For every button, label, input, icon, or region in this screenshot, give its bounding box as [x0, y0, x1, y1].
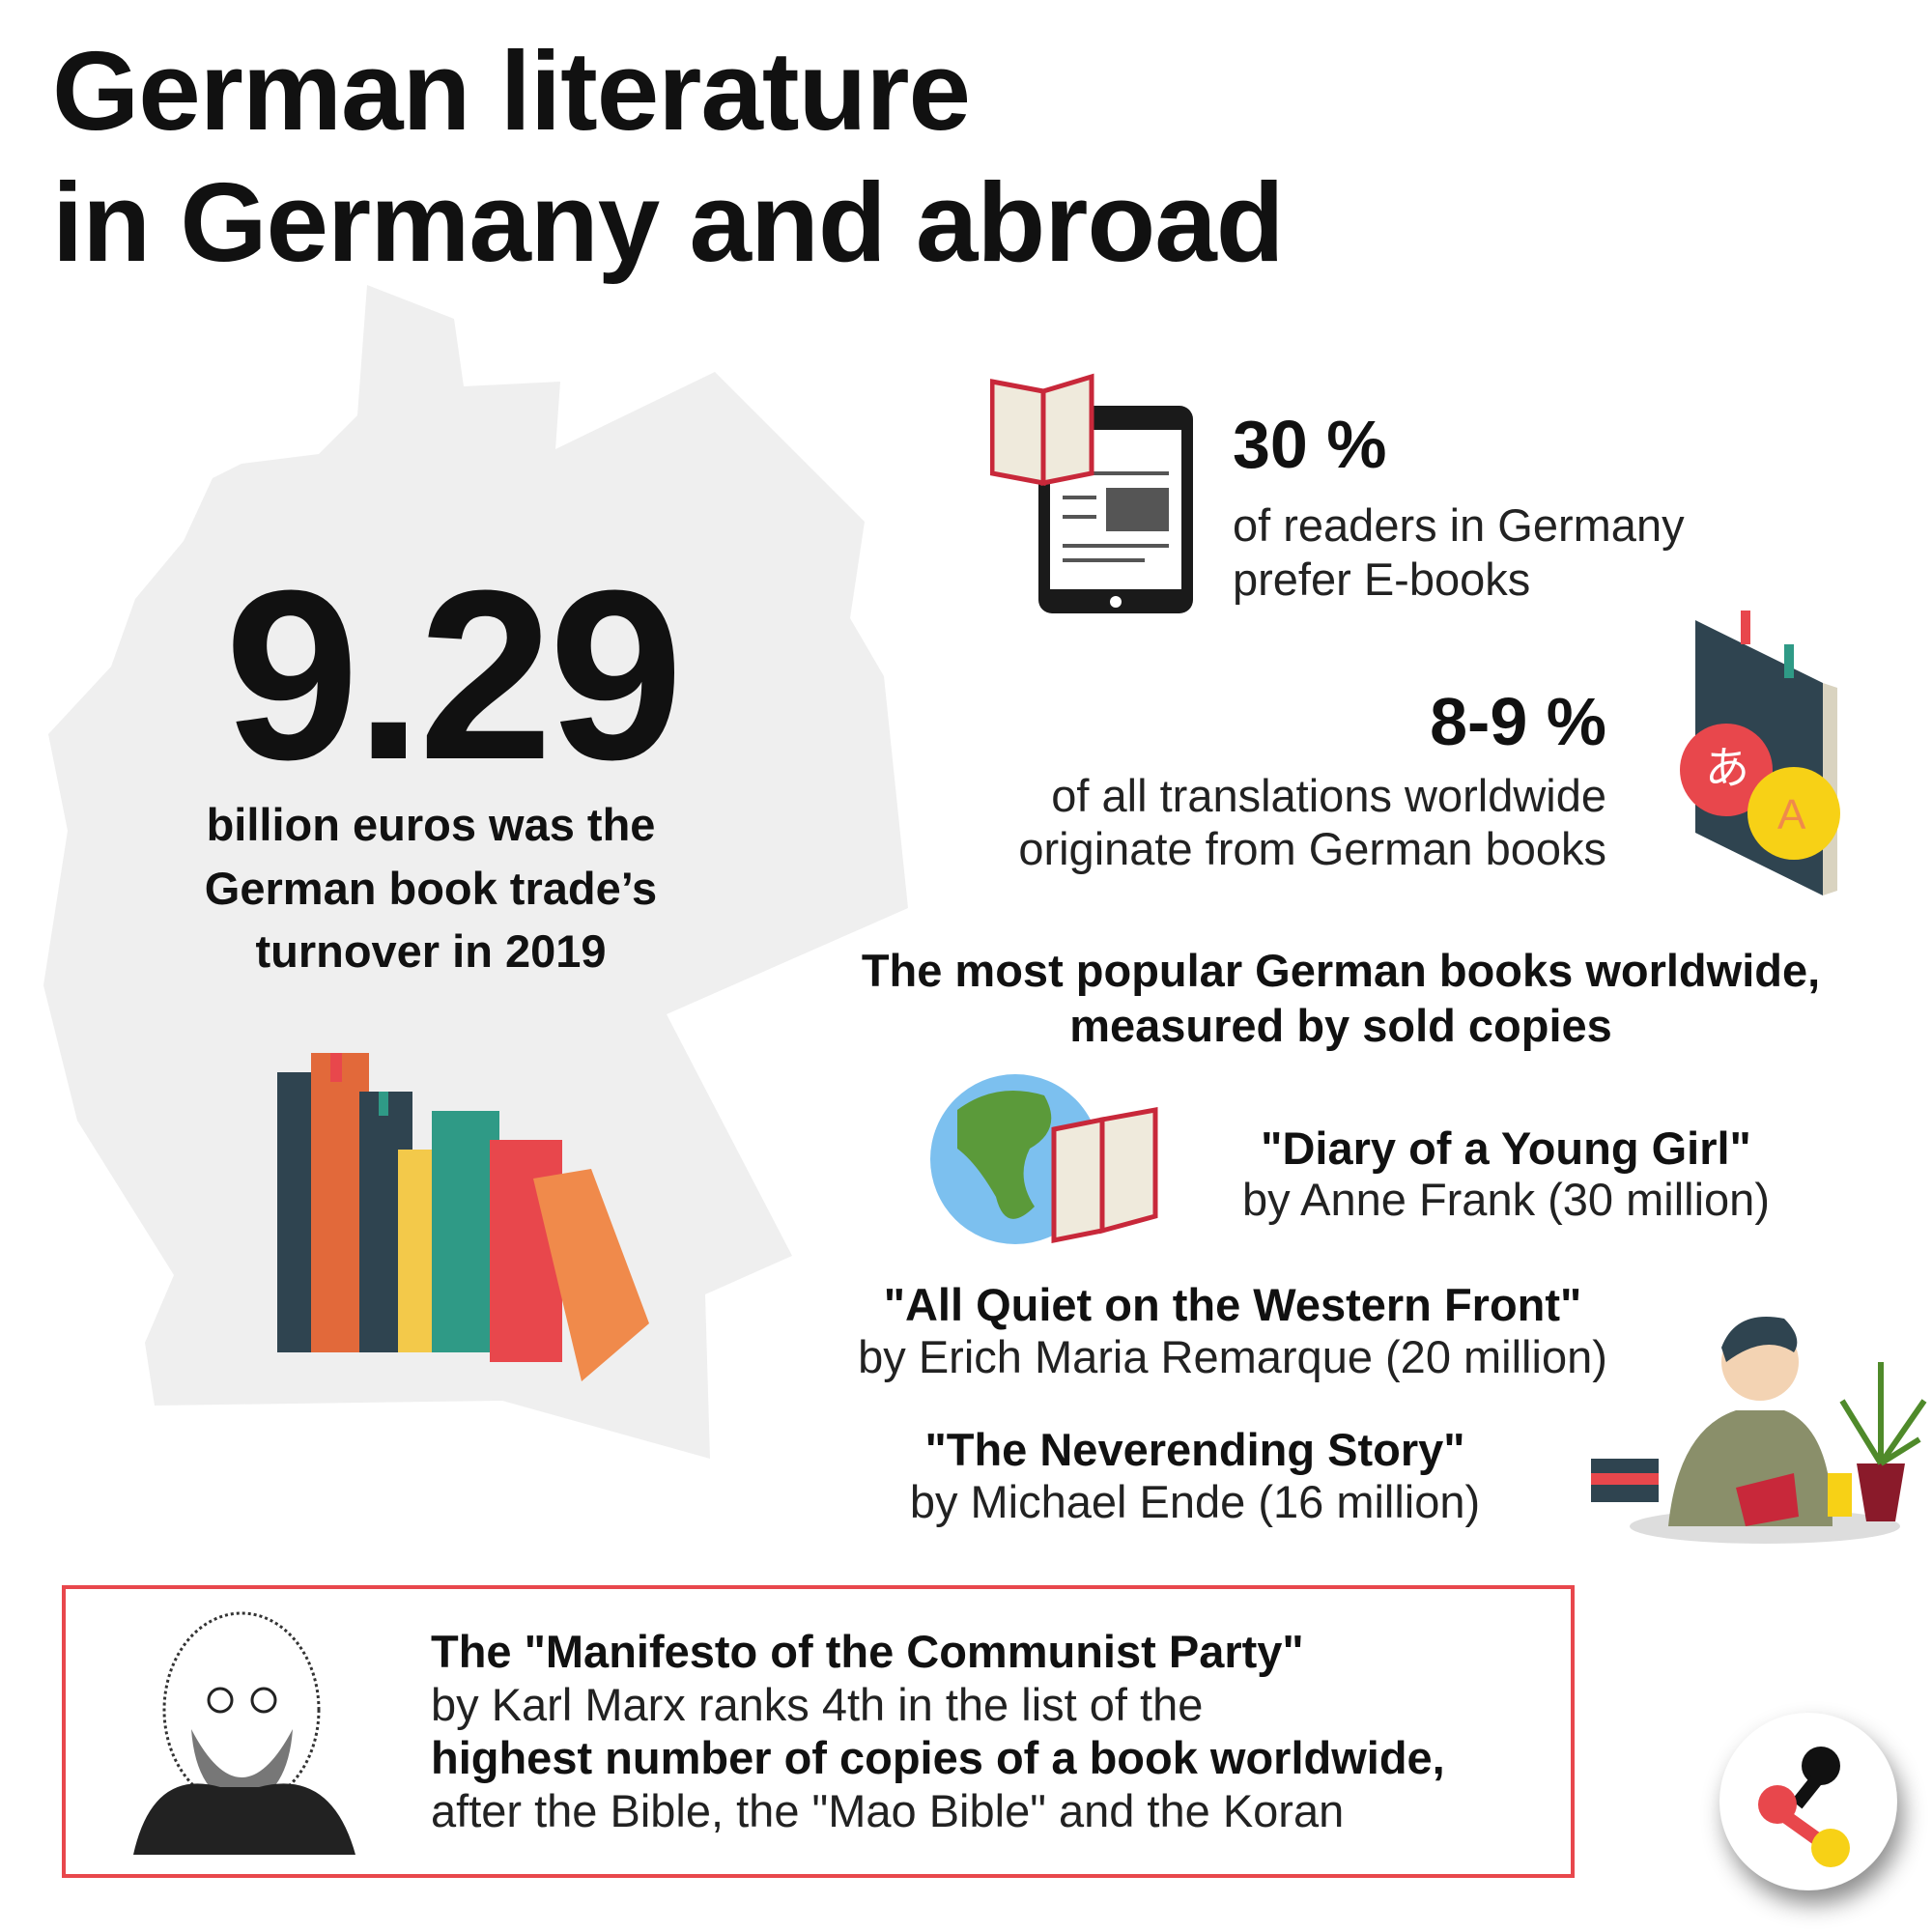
manifesto-line-3: highest number of copies of a book world…	[431, 1732, 1445, 1783]
ebooks-value: 30 %	[1233, 407, 1387, 482]
manifesto-box	[62, 1585, 1575, 1878]
manifesto-line-1: The "Manifesto of the Communist Party"	[431, 1626, 1304, 1677]
translation-book-icon: あ A	[1678, 611, 1847, 900]
book-1-byline: by Anne Frank (30 million)	[1242, 1174, 1770, 1225]
reader-illustration	[1591, 1317, 1927, 1544]
book-2-byline: by Erich Maria Remarque (20 million)	[858, 1331, 1607, 1382]
page-title-line-2: in Germany and abroad	[52, 159, 1285, 285]
popular-heading-1: The most popular German books worldwide,	[861, 945, 1821, 996]
page-title-line-1: German literature	[52, 28, 971, 154]
ebooks-caption-1: of readers in Germany	[1233, 499, 1685, 551]
book-1-title: "Diary of a Young Girl"	[1261, 1122, 1751, 1174]
translations-caption-2: originate from German books	[1018, 823, 1606, 874]
popular-heading-2: measured by sold copies	[1069, 1000, 1612, 1051]
turnover-caption-3: turnover in 2019	[255, 925, 607, 977]
turnover-caption-2: German book trade’s	[204, 863, 658, 914]
karl-marx-portrait	[133, 1611, 355, 1855]
manifesto-line-2: by Karl Marx ranks 4th in the list of th…	[431, 1679, 1204, 1730]
ebooks-caption-2: prefer E-books	[1233, 554, 1531, 605]
translations-caption-1: of all translations worldwide	[1051, 770, 1606, 821]
book-3-byline: by Michael Ende (16 million)	[909, 1476, 1481, 1527]
book-3-title: "The Neverending Story"	[924, 1424, 1465, 1475]
book-stack-illustration	[277, 1053, 649, 1381]
japanese-letter: あ	[1705, 743, 1749, 793]
ebook-tablet-icon	[990, 373, 1193, 613]
globe-book-icon	[930, 1074, 1158, 1244]
latin-letter: A	[1777, 791, 1806, 838]
translations-value: 8-9 %	[1430, 684, 1606, 759]
brand-logo	[1719, 1713, 1897, 1890]
manifesto-line-4: after the Bible, the "Mao Bible" and the…	[431, 1785, 1345, 1836]
book-2-title: "All Quiet on the Western Front"	[883, 1279, 1582, 1330]
turnover-value: 9.29	[224, 540, 684, 810]
turnover-caption-1: billion euros was the	[206, 799, 656, 850]
